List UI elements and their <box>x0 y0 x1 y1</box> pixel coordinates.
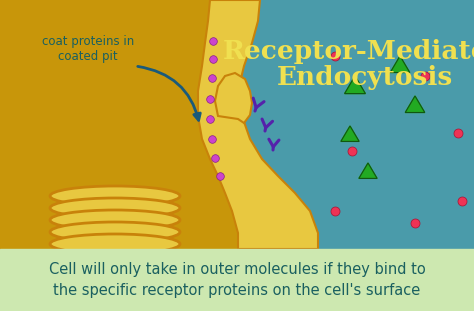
Polygon shape <box>359 163 377 179</box>
Polygon shape <box>0 0 220 249</box>
Polygon shape <box>0 0 238 249</box>
Ellipse shape <box>50 210 180 230</box>
Bar <box>0 249 474 311</box>
Polygon shape <box>341 126 359 142</box>
Text: Endocytosis: Endocytosis <box>277 64 453 90</box>
Text: Cell will only take in outer molecules if they bind to
the specific receptor pro: Cell will only take in outer molecules i… <box>49 262 425 298</box>
Polygon shape <box>198 0 318 249</box>
Bar <box>0 0 474 249</box>
Polygon shape <box>405 96 425 113</box>
Polygon shape <box>215 73 252 123</box>
Ellipse shape <box>50 198 180 218</box>
Polygon shape <box>390 56 410 72</box>
Ellipse shape <box>50 222 180 242</box>
Text: coat proteins in
coated pit: coat proteins in coated pit <box>42 35 134 63</box>
Text: Receptor-Mediated: Receptor-Mediated <box>223 39 474 63</box>
Ellipse shape <box>50 234 180 254</box>
Ellipse shape <box>50 186 180 206</box>
Polygon shape <box>345 76 365 94</box>
